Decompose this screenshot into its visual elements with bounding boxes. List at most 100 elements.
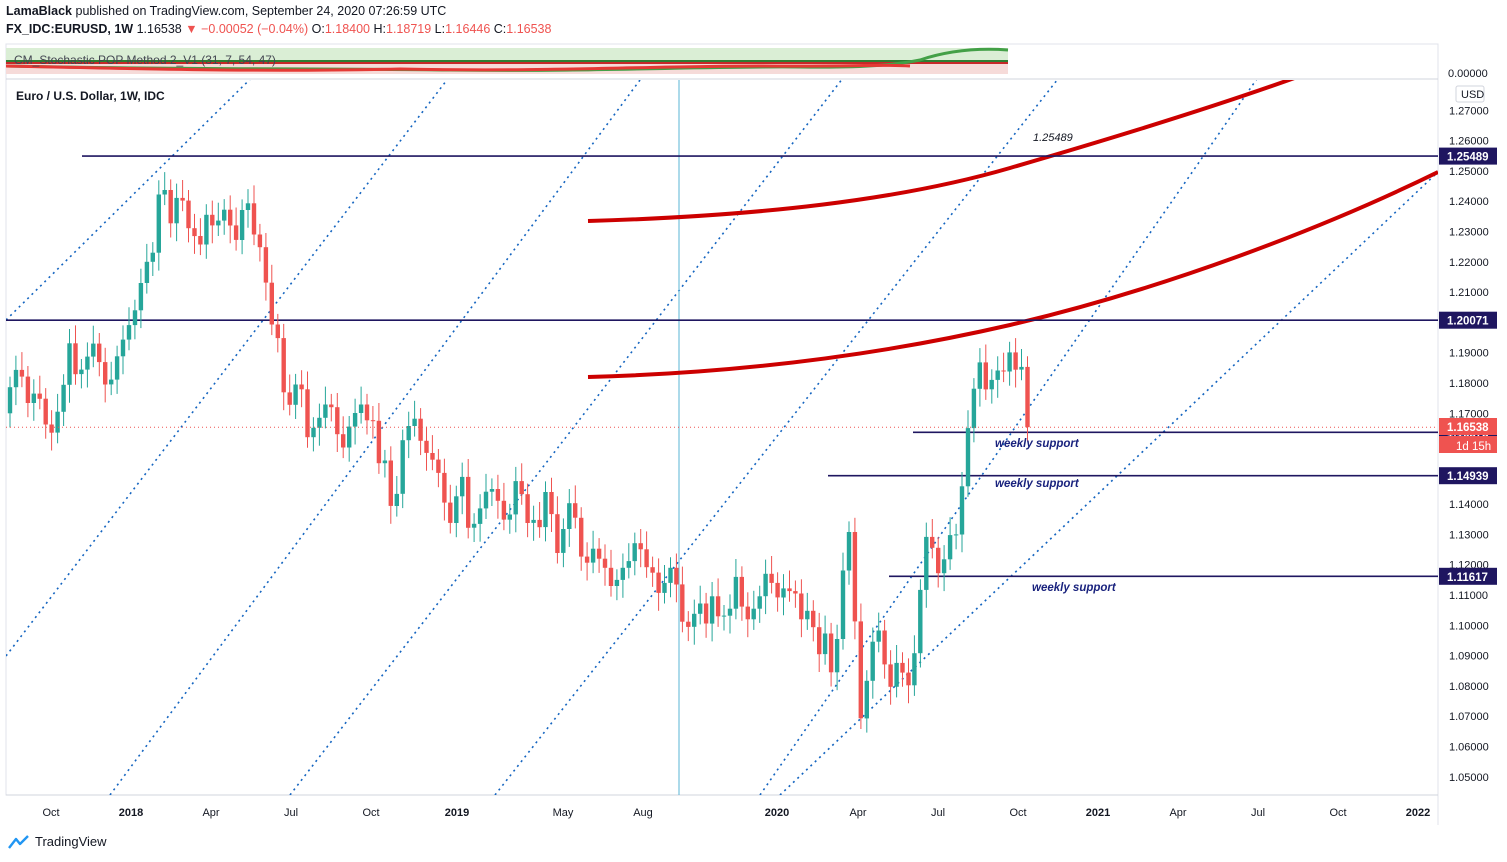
candle-body [370,420,376,422]
candle-body [174,197,179,224]
candle-body [460,476,465,497]
tradingview-logo-icon [8,834,29,849]
x-tick-label: 2018 [119,807,143,819]
candle-body [959,486,965,535]
x-tick-label: Apr [202,807,219,819]
tradingview-footer[interactable]: TradingView [8,834,107,849]
level-tag-box [1439,567,1497,585]
candle-body [454,496,459,523]
candle-body [418,418,423,441]
open-value: 1.18400 [324,22,371,36]
stochastic-pane[interactable] [6,47,1009,74]
author-name[interactable]: LamaBlack [6,4,73,18]
candle-body [549,492,554,515]
candle-body [180,197,185,201]
candle-body [364,404,370,421]
candle-body [941,559,947,574]
channel-lines [6,80,1438,795]
candle-body [483,491,489,509]
level-tag-box [1439,311,1497,329]
x-tick-label: 2021 [1086,807,1110,819]
candle-body [799,593,804,620]
candle-body [73,343,78,375]
candle-body [971,388,977,429]
weekly-support-label-3: weekly support [1032,582,1117,594]
candle-body [109,379,114,385]
down-arrow-icon: ▼ [185,22,198,36]
candle-body [406,426,411,441]
x-tick-label: Oct [1009,807,1026,819]
y-tick-label: 1.21000 [1449,287,1489,299]
y-tick-label: 1.07000 [1449,711,1489,723]
candle-body [192,228,197,237]
y-tick-label: 1.25000 [1449,166,1489,178]
candle-body [989,379,994,390]
candle-body [894,662,899,687]
candle-body [495,489,501,501]
candle-body [287,392,292,405]
x-tick-label: Jul [284,807,298,819]
candle-body [335,407,340,435]
candle-body [632,543,637,562]
indicator-name[interactable]: CM_Stochastic POP Method 2_V1 (31, 7, 54… [14,53,276,67]
candle-body [323,404,328,418]
price-change: −0.00052 (−0.04%) [201,22,309,36]
currency-box[interactable] [1455,85,1485,103]
chart-title: Euro / U.S. Dollar, 1W, IDC [16,89,165,103]
candle-body [912,653,917,686]
candle-body [103,362,108,385]
channel-line-4 [494,80,1059,795]
candle-body [995,370,1000,380]
candle-body [216,220,221,226]
candle-body [341,434,346,448]
high-value: 1.18719 [386,22,432,36]
candle-body [442,472,447,503]
channel-line-1 [6,80,448,657]
y-tick-label: 1.18000 [1449,378,1489,390]
candle-body [596,548,602,559]
candle-body [85,356,90,370]
candle-body [352,413,358,427]
candle-body [37,393,42,399]
y-tick-label: 1.23000 [1449,227,1489,239]
candle-body [269,282,274,325]
candle-body [358,404,364,413]
level-tag-box [1439,467,1497,485]
candle-body [466,476,471,528]
candle-body [489,489,495,492]
low-label: L: [434,22,446,36]
x-tick-label: Jul [1251,807,1265,819]
candle-body [436,459,441,473]
candle-body [132,310,138,326]
level-tag-text: 1.25489 [1447,152,1489,164]
candle-body [686,621,691,627]
candle-body [918,589,923,654]
candle-body [114,356,120,380]
candle-body [126,325,132,340]
candle-body [43,398,48,425]
x-tick-label: Oct [42,807,59,819]
weekly-support-label-2: weekly support [995,478,1080,490]
x-tick-label: Aug [633,807,653,819]
y-tick-label: 1.06000 [1449,742,1489,754]
x-tick-label: 2020 [765,807,789,819]
candle-body [1001,370,1006,372]
level-tag-box [1439,147,1497,165]
candle-body [424,440,429,453]
candle-body [573,503,578,518]
x-tick-label: Apr [1169,807,1186,819]
ohlc-legend: FX_IDC:EURUSD, 1W 1.16538 ▼ −0.00052 (−0… [6,22,551,36]
y-tick-label: 1.22000 [1449,257,1489,269]
low-value: 1.16446 [445,22,491,36]
candle-body [263,247,269,283]
plot-area[interactable] [6,0,1438,795]
last-price-tag: 1.16538 1d 15h [1439,418,1497,453]
candle-body [1019,366,1024,370]
projection-curve-upper [587,80,1295,223]
symbol-label[interactable]: FX_IDC:EURUSD, 1W [6,22,134,36]
candle-body [936,547,941,574]
candle-body [828,633,834,673]
channel-line-2 [109,80,641,795]
